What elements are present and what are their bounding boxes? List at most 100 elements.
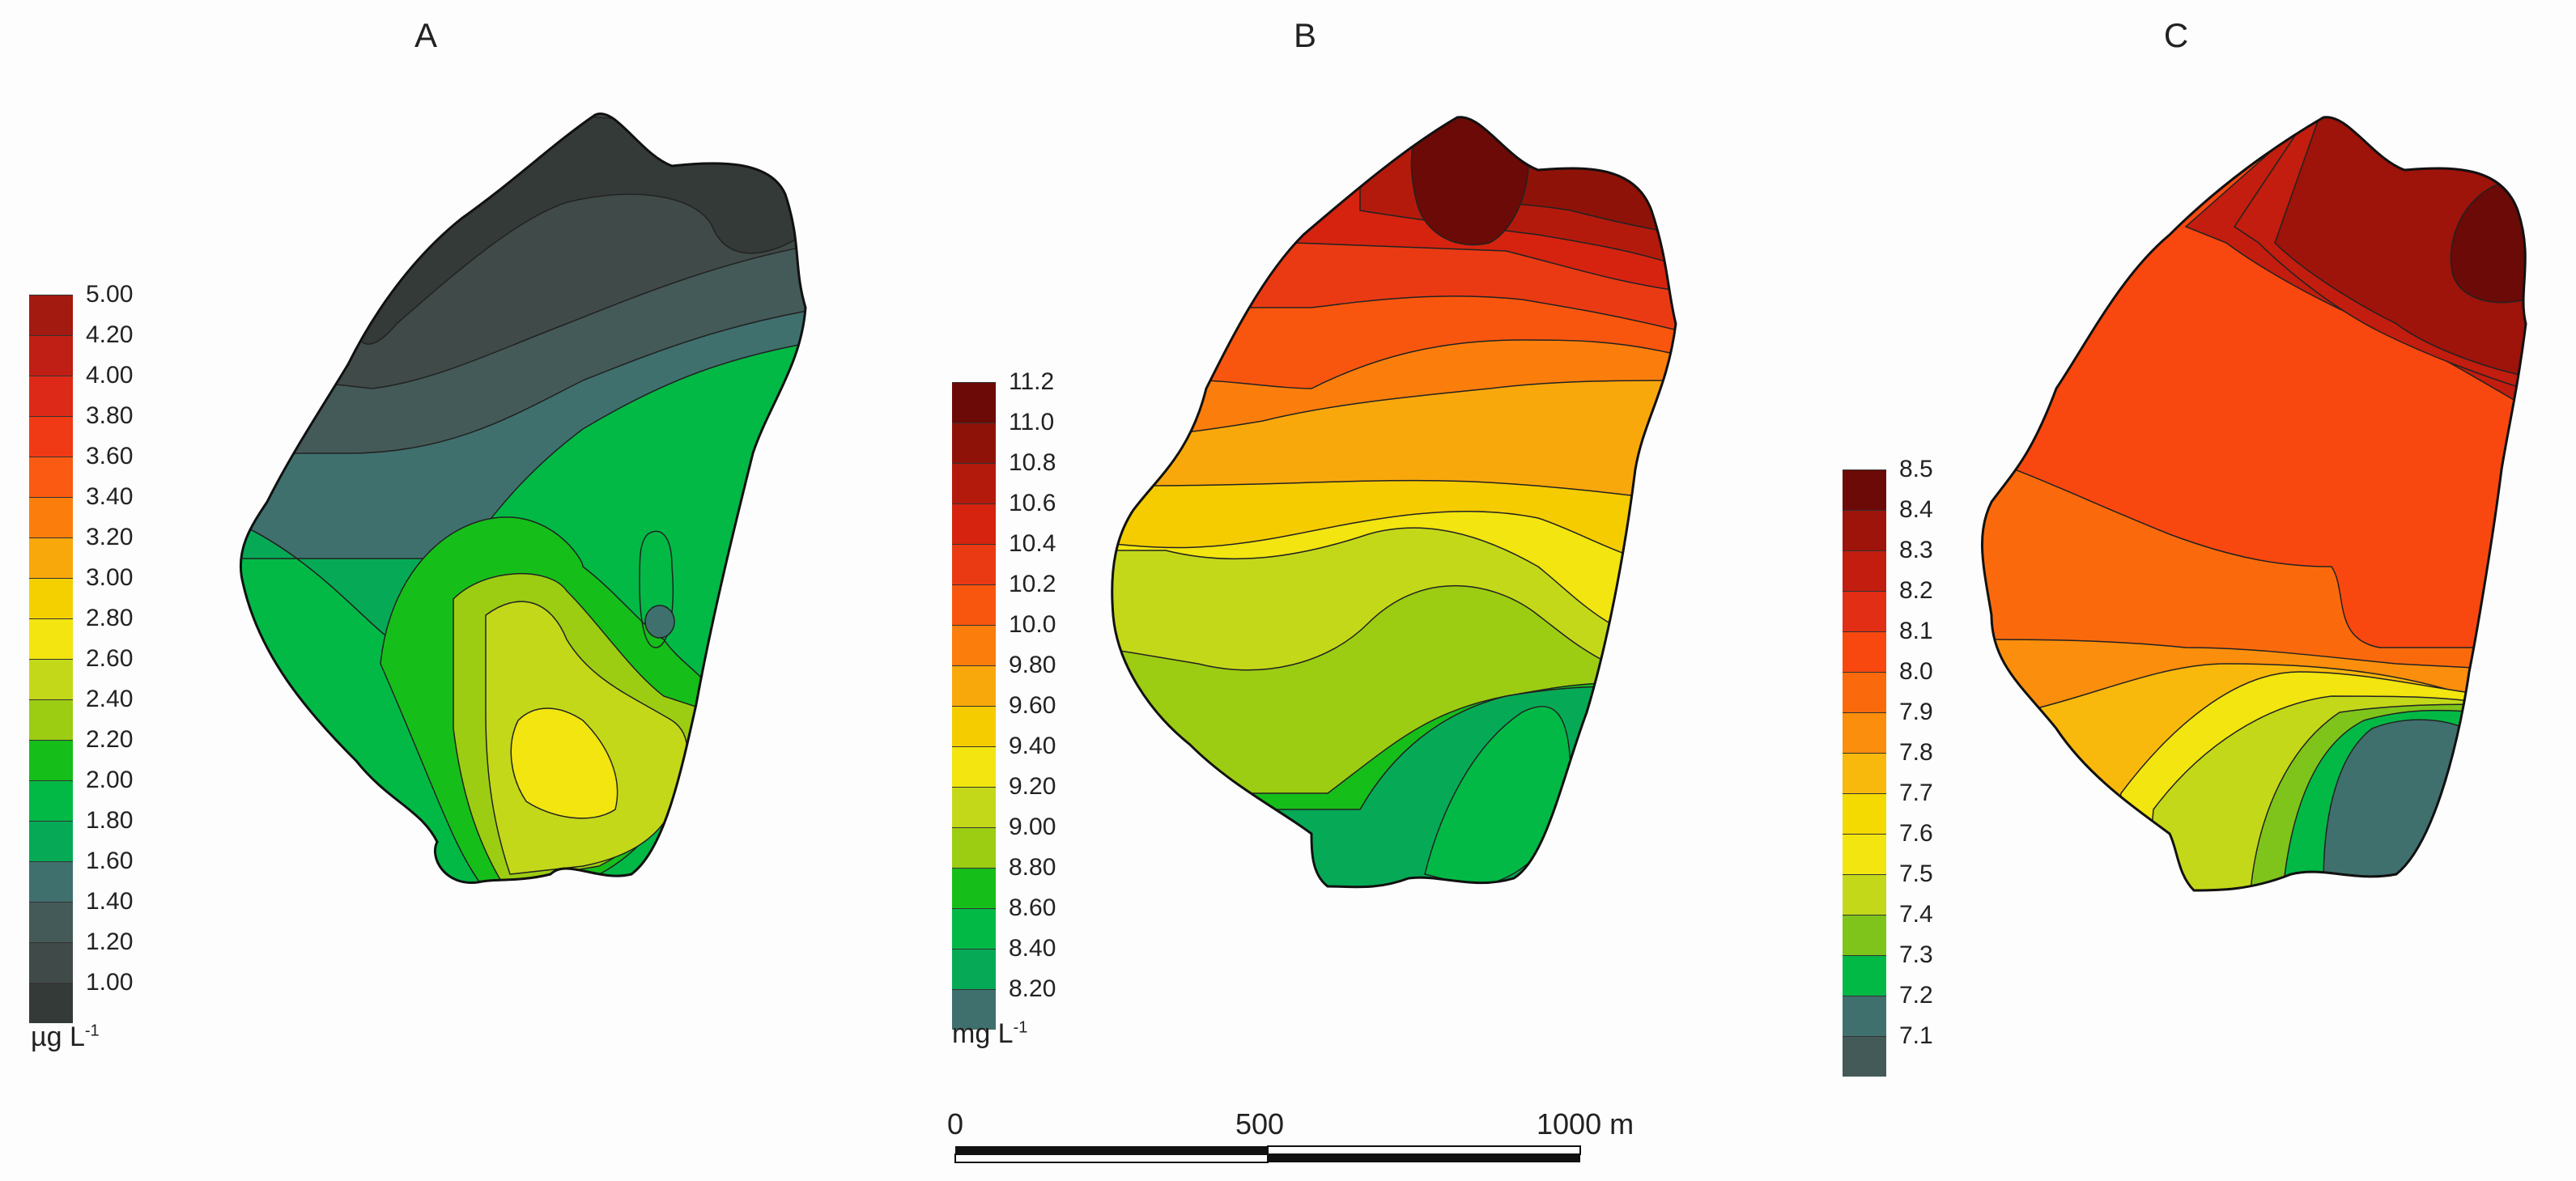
legend-c-swatch	[1843, 834, 1886, 874]
scale-bar-segment-2	[954, 1153, 1269, 1163]
legend-b-label: 10.4	[1009, 530, 1056, 557]
legend-c-label: 7.3	[1899, 941, 1933, 968]
legend-b-unit-text: mg L	[952, 1018, 1014, 1049]
legend-b-swatch	[952, 787, 996, 827]
legend-a-swatch	[29, 983, 73, 1023]
legend-b-unit-sup: -1	[1013, 1018, 1028, 1037]
legend-b-label: 8.60	[1009, 894, 1056, 921]
legend-a-unit-text: µg L	[31, 1022, 85, 1052]
legend-c-label: 7.9	[1899, 699, 1933, 725]
legend-a-unit: µg L-1	[31, 1022, 100, 1053]
legend-a-swatch	[29, 780, 73, 821]
scale-bar-segment-1	[955, 1146, 1268, 1154]
legend-b-swatch	[952, 949, 996, 989]
legend-a-swatch	[29, 416, 73, 457]
legend-a-swatch	[29, 335, 73, 376]
scale-label-500: 500	[1235, 1107, 1285, 1141]
legend-a-label: 1.20	[86, 928, 134, 955]
legend-a-label: 3.40	[86, 483, 134, 510]
legend-b-label: 9.00	[1009, 814, 1056, 840]
legend-b-label: 9.60	[1009, 692, 1056, 719]
legend-c-label: 7.5	[1899, 860, 1933, 887]
legend-c-swatch	[1843, 550, 1886, 591]
legend-a: 5.00 4.20 4.00 3.80 3.60 3.40 3.20 3.00 2.80 2.60…	[29, 281, 191, 1023]
legend-c-label: 7.2	[1899, 982, 1933, 1009]
legend-c-label: 8.3	[1899, 537, 1933, 563]
legend-c-label: 8.2	[1899, 577, 1933, 604]
legend-b-swatch	[952, 423, 996, 463]
legend-a-label: 5.00	[86, 281, 134, 308]
legend-a-swatch	[29, 376, 73, 416]
legend-a-swatch	[29, 861, 73, 902]
legend-a-label: 3.00	[86, 564, 134, 591]
legend-b-label: 11.0	[1009, 409, 1055, 435]
legend-b-swatch	[952, 382, 996, 423]
legend-b-swatch	[952, 706, 996, 746]
legend-b-swatch	[952, 827, 996, 868]
legend-a-swatch	[29, 578, 73, 618]
legend-b-swatch	[952, 868, 996, 908]
legend-b-swatch	[952, 989, 996, 1030]
legend-a-label: 2.20	[86, 726, 134, 753]
legend-a-swatch	[29, 942, 73, 983]
legend-a-label: 1.60	[86, 848, 134, 874]
legend-a-label: 4.00	[86, 362, 134, 389]
legend-b-label: 10.8	[1009, 449, 1056, 476]
legend-b-unit: mg L-1	[952, 1018, 1027, 1050]
legend-c-label: 7.8	[1899, 739, 1933, 766]
legend-b-label: 9.20	[1009, 773, 1056, 800]
scale-bar-segment-4	[1268, 1154, 1580, 1162]
scale-bar	[954, 1145, 1581, 1163]
legend-c-swatch	[1843, 712, 1886, 753]
legend-c-swatch	[1843, 1036, 1886, 1077]
legend-b-label: 8.80	[1009, 854, 1056, 881]
legend-c-swatch	[1843, 793, 1886, 834]
legend-c-label: 8.0	[1899, 658, 1933, 685]
panel-a-title: A	[414, 16, 438, 54]
legend-c-swatch	[1843, 631, 1886, 672]
panel-b-title: B	[1293, 16, 1317, 54]
scale-bar-segment-3	[1267, 1145, 1581, 1155]
legend-a-swatch	[29, 659, 73, 699]
scale-label-0: 0	[947, 1107, 964, 1141]
legend-c-label: 8.4	[1899, 496, 1933, 523]
legend-a-swatch	[29, 537, 73, 578]
legend-a-label: 2.00	[86, 767, 134, 793]
legend-c-label: 8.1	[1899, 618, 1933, 644]
legend-a-swatch	[29, 740, 73, 780]
legend-a-label: 3.80	[86, 402, 134, 429]
legend-c-swatch	[1843, 955, 1886, 996]
legend-a-swatch	[29, 497, 73, 537]
legend-c-label: 7.6	[1899, 820, 1933, 847]
legend-c-label: 7.7	[1899, 780, 1933, 806]
legend-c-label: 8.5	[1899, 456, 1933, 482]
legend-c-swatch	[1843, 915, 1886, 955]
legend-a-label: 2.60	[86, 645, 134, 672]
legend-a-label: 1.40	[86, 888, 134, 915]
legend-c-label: 7.1	[1899, 1022, 1933, 1049]
legend-a-label: 1.80	[86, 807, 134, 834]
legend-a-swatch	[29, 457, 73, 497]
legend-b-label: 11.2	[1009, 368, 1055, 395]
legend-b-label: 10.2	[1009, 571, 1056, 597]
legend-c-swatch	[1843, 996, 1886, 1036]
legend-c-swatch	[1843, 591, 1886, 631]
legend-a-label: 3.60	[86, 443, 134, 469]
legend-a-label: 3.20	[86, 524, 134, 550]
panel-c-title: C	[2163, 16, 2189, 54]
legend-b-swatch	[952, 665, 996, 706]
legend-a-swatch	[29, 618, 73, 659]
legend-a-swatch	[29, 821, 73, 861]
legend-a-swatch	[29, 699, 73, 740]
legend-b-label: 10.0	[1009, 611, 1056, 638]
legend-c-swatch	[1843, 510, 1886, 550]
legend-a-label: 1.00	[86, 969, 134, 996]
legend-b-label: 9.40	[1009, 733, 1056, 759]
legend-b-label: 8.40	[1009, 935, 1056, 962]
legend-c: 8.5 8.4 8.3 8.2 8.1 8.0 7.9 7.8 7.7 7.6 7.5 7.4 7.3 7…	[1843, 456, 2004, 1077]
legend-b-swatch	[952, 463, 996, 503]
legend-b-label: 10.6	[1009, 490, 1056, 516]
